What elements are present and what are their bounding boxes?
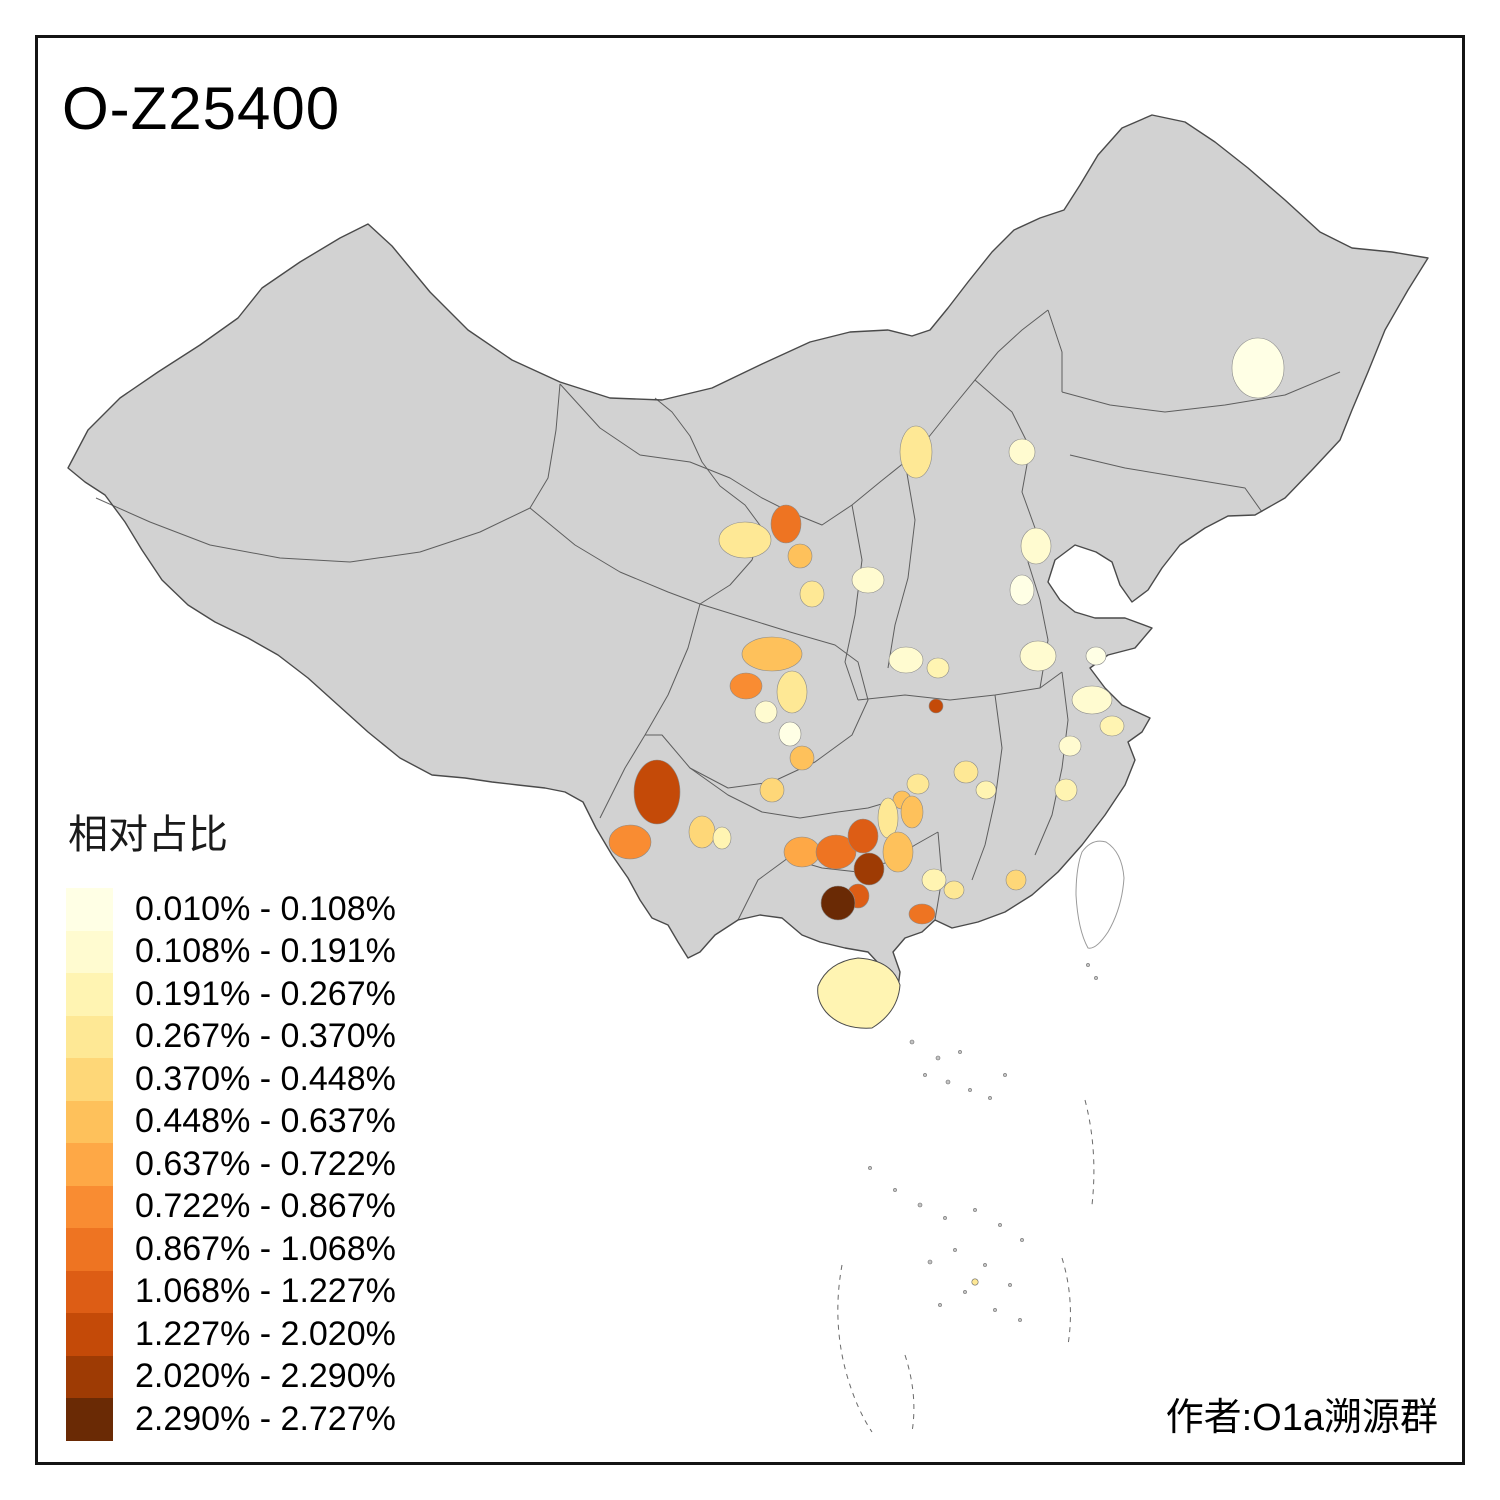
shaded-region: [921, 868, 947, 892]
sea-dashed-lines: [837, 1099, 1095, 1433]
shaded-region: [820, 885, 856, 921]
shaded-region: [729, 672, 763, 700]
legend-row: 2.290% - 2.727%: [66, 1398, 396, 1441]
legend-row: 1.068% - 1.227%: [66, 1270, 396, 1313]
legend-label: 0.267% - 0.370%: [135, 1017, 396, 1056]
shaded-region: [928, 698, 944, 714]
legend-title: 相对占比: [68, 813, 228, 857]
shaded-region: [851, 566, 885, 594]
legend-swatch: [66, 930, 113, 973]
shaded-region: [899, 425, 933, 479]
shaded-region: [712, 826, 732, 850]
shaded-region: [608, 824, 652, 860]
shaded-region: [633, 759, 681, 825]
legend-swatch: [66, 1313, 113, 1356]
shaded-region: [1020, 527, 1052, 565]
shaded-region: [718, 521, 772, 559]
legend-swatch: [66, 1270, 113, 1313]
legend-row: 0.722% - 0.867%: [66, 1185, 396, 1228]
legend-label: 2.290% - 2.727%: [135, 1399, 396, 1438]
legend-row: 0.370% - 0.448%: [66, 1058, 396, 1101]
taiwan-outline: [1075, 840, 1125, 949]
shaded-region: [1058, 735, 1082, 757]
legend-label: 1.227% - 2.020%: [135, 1314, 396, 1353]
shaded-region: [908, 903, 936, 925]
shaded-region: [1071, 685, 1113, 715]
plot-frame: [35, 35, 1465, 1465]
shaded-region: [882, 831, 914, 873]
shaded-region: [789, 745, 815, 771]
shaded-region: [1009, 574, 1035, 606]
legend-swatch: [66, 1185, 113, 1228]
sea-islands: [868, 963, 1098, 1322]
shaded-region: [787, 543, 813, 569]
shaded-region: [778, 721, 802, 747]
shaded-region: [759, 777, 785, 803]
legend-row: 0.448% - 0.637%: [66, 1100, 396, 1143]
shaded-region: [853, 852, 885, 886]
hainan-island: [817, 957, 901, 1029]
shaded-region: [1231, 337, 1285, 399]
legend-label: 1.068% - 1.227%: [135, 1272, 396, 1311]
legend-swatch: [66, 1355, 113, 1398]
legend-row: 0.267% - 0.370%: [66, 1015, 396, 1058]
shaded-region: [799, 580, 825, 608]
shaded-prefectures: [608, 337, 1285, 925]
legend-swatch: [66, 1058, 113, 1101]
shaded-region: [741, 636, 803, 672]
legend-row: 1.227% - 2.020%: [66, 1313, 396, 1356]
legend-label: 0.370% - 0.448%: [135, 1059, 396, 1098]
legend-row: 0.191% - 0.267%: [66, 973, 396, 1016]
legend-row: 0.010% - 0.108%: [66, 888, 396, 931]
shaded-region: [900, 795, 924, 829]
legend-label: 0.191% - 0.267%: [135, 974, 396, 1013]
legend-label: 0.867% - 1.068%: [135, 1229, 396, 1268]
shaded-region: [953, 760, 979, 784]
plot-title: O-Z25400: [62, 75, 341, 142]
shaded-region: [770, 504, 802, 544]
legend-label: 0.448% - 0.637%: [135, 1102, 396, 1141]
legend-label: 2.020% - 2.290%: [135, 1357, 396, 1396]
shaded-region: [1085, 646, 1107, 666]
shaded-region: [1005, 869, 1027, 891]
shaded-region: [815, 834, 857, 870]
legend-swatch: [66, 1015, 113, 1058]
attribution-text: 作者:O1a溯源群: [1165, 1397, 1438, 1439]
shaded-region: [754, 700, 778, 724]
legend-swatch: [66, 1228, 113, 1271]
legend-swatch: [66, 1398, 113, 1441]
shaded-region: [906, 773, 930, 795]
legend-row: 0.867% - 1.068%: [66, 1228, 396, 1271]
legend-row: 2.020% - 2.290%: [66, 1355, 396, 1398]
shaded-region: [943, 880, 965, 900]
legend-swatch: [66, 1100, 113, 1143]
shaded-region: [1008, 438, 1036, 466]
legend-label: 0.637% - 0.722%: [135, 1144, 396, 1183]
legend-label: 0.722% - 0.867%: [135, 1187, 396, 1226]
legend-row: 0.108% - 0.191%: [66, 930, 396, 973]
legend-row: 0.637% - 0.722%: [66, 1143, 396, 1186]
legend-label: 0.108% - 0.191%: [135, 932, 396, 971]
shaded-region: [1099, 715, 1125, 737]
legend-label: 0.010% - 0.108%: [135, 889, 396, 928]
shaded-region: [1019, 640, 1057, 672]
legend-swatch: [66, 973, 113, 1016]
shaded-region: [1054, 778, 1078, 802]
shaded-region: [847, 818, 879, 854]
shaded-region: [776, 670, 808, 714]
shaded-region: [926, 657, 950, 679]
legend-swatch: [66, 1143, 113, 1186]
shaded-region: [975, 780, 997, 800]
shaded-region: [888, 646, 924, 674]
legend-swatch: [66, 888, 113, 931]
legend: 相对占比 0.010% - 0.108% 0.108% - 0.191% 0.1…: [66, 802, 396, 1441]
